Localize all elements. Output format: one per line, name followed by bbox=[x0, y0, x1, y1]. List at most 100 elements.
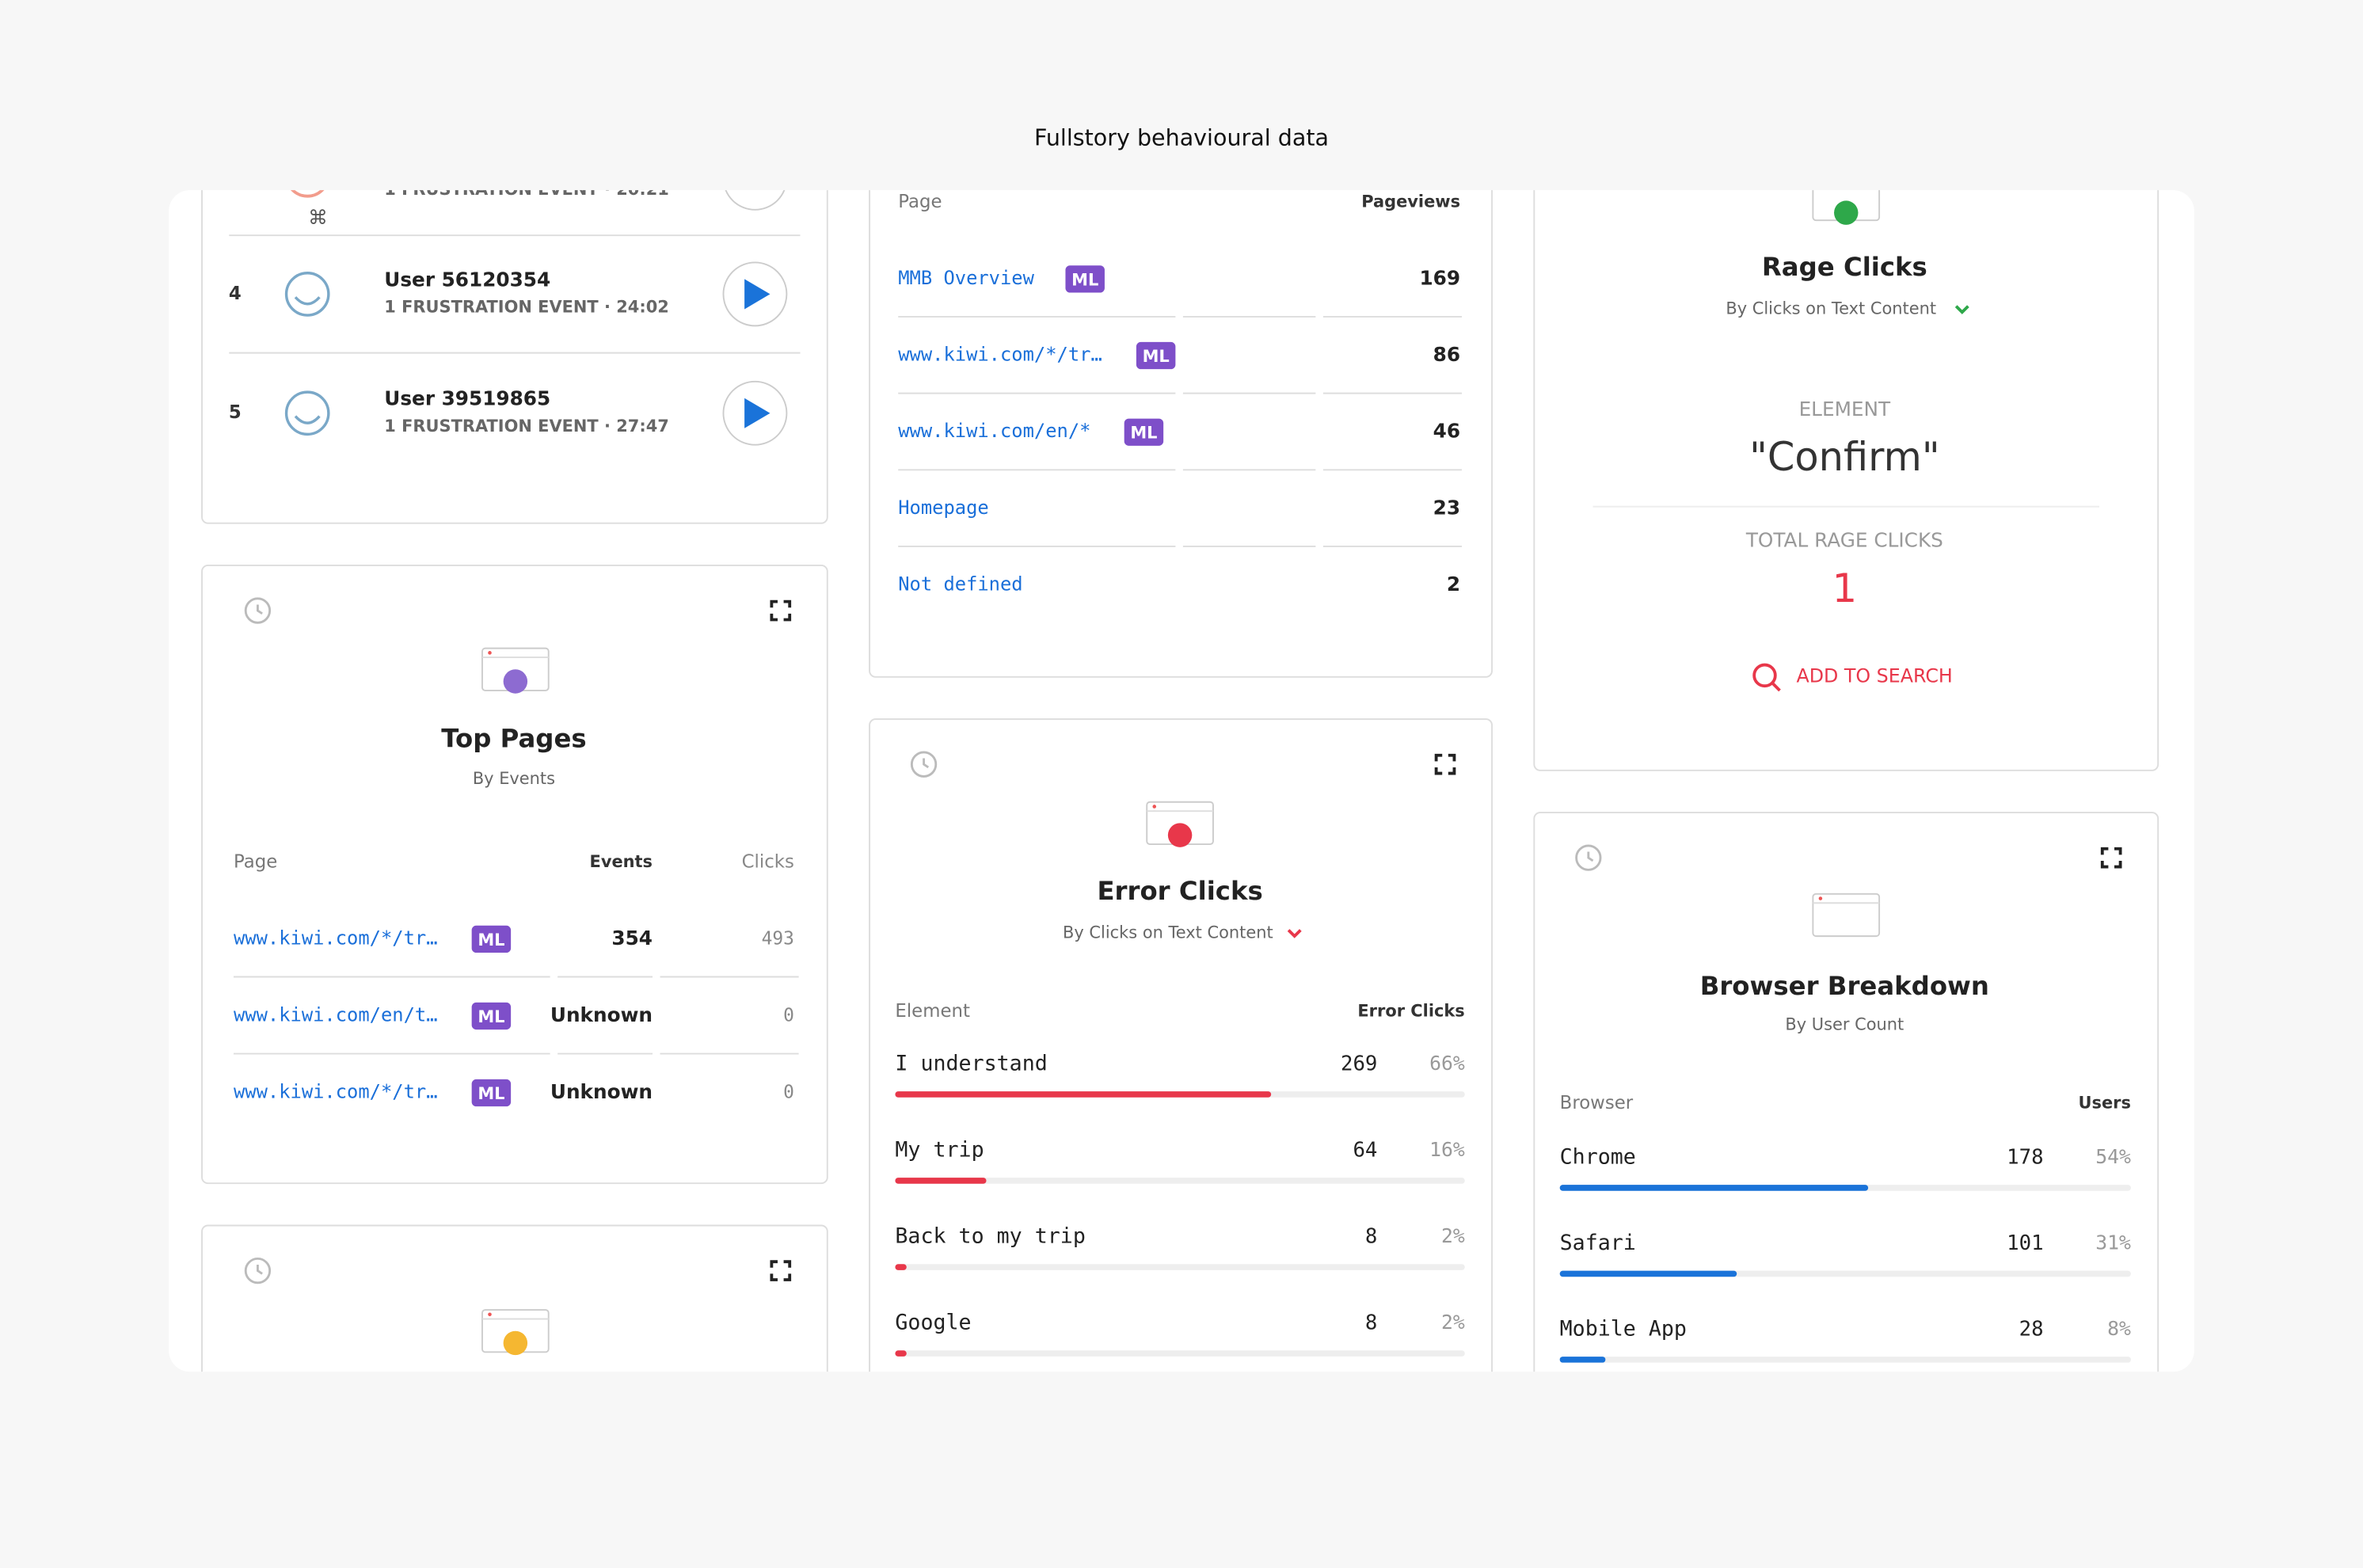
share-label: 8% bbox=[2107, 1317, 2131, 1340]
expand-button[interactable] bbox=[1434, 753, 1456, 775]
bar-track bbox=[895, 1264, 1465, 1270]
views: 46 bbox=[1433, 420, 1460, 443]
user: User 56120354 bbox=[384, 268, 550, 291]
views: 23 bbox=[1433, 496, 1460, 519]
share-label: 54% bbox=[2095, 1145, 2131, 1168]
chevron bbox=[1954, 305, 1969, 314]
play-icon bbox=[744, 398, 771, 428]
label: Safari bbox=[1560, 1231, 1636, 1255]
share-label: 66% bbox=[1429, 1052, 1465, 1075]
action: ADD TO SEARCH bbox=[1796, 664, 1952, 687]
user: User 39519865 bbox=[384, 387, 550, 410]
icon-accent bbox=[1834, 200, 1859, 225]
search-icon[interactable] bbox=[1752, 663, 1777, 688]
bar-track bbox=[895, 1178, 1465, 1184]
icon-dot bbox=[488, 1312, 492, 1317]
icon-accent bbox=[1167, 823, 1193, 847]
label: I understand bbox=[895, 1051, 1047, 1075]
bar bbox=[1559, 1185, 1869, 1191]
count: 269 bbox=[1341, 1052, 1377, 1075]
count: 28 bbox=[2019, 1317, 2044, 1341]
bar bbox=[895, 1178, 987, 1184]
clicks: 0 bbox=[783, 1005, 794, 1026]
page: www.kiwi.com/*/tr… bbox=[234, 1081, 438, 1103]
events: Unknown bbox=[550, 1003, 653, 1026]
events: Unknown bbox=[550, 1080, 653, 1103]
bar bbox=[895, 1264, 907, 1270]
page: www.kiwi.com/*/tr… bbox=[898, 344, 1102, 366]
title: Rage Clicks bbox=[1762, 252, 1927, 282]
figma-icon: ⌘ bbox=[308, 206, 328, 229]
bar bbox=[1559, 1270, 1737, 1277]
badge: ML bbox=[1143, 347, 1170, 366]
rank: 5 bbox=[229, 402, 242, 423]
clock-hand bbox=[256, 604, 263, 615]
card bbox=[201, 190, 828, 524]
clock-icon bbox=[244, 597, 272, 624]
page: www.kiwi.com/en/t… bbox=[234, 1003, 438, 1026]
label: Chrome bbox=[1560, 1144, 1636, 1169]
ml-badge bbox=[1124, 418, 1164, 446]
page: Homepage bbox=[898, 497, 988, 519]
badge: ML bbox=[1130, 424, 1157, 443]
share-label: 16% bbox=[1429, 1138, 1465, 1161]
bar bbox=[1559, 1357, 1606, 1363]
title: Browser Breakdown bbox=[1700, 971, 1989, 1001]
share-label: 2% bbox=[1441, 1224, 1465, 1247]
chevron bbox=[1287, 929, 1302, 938]
badge: ML bbox=[478, 1007, 504, 1026]
icon-dot bbox=[1152, 805, 1157, 809]
badge: ML bbox=[1071, 270, 1098, 289]
ml-badge bbox=[471, 925, 512, 953]
partial-row: 1 FRUSTRATION EVENT · 20:21 bbox=[384, 180, 669, 199]
element: "Confirm" bbox=[1749, 434, 1939, 480]
expand-button[interactable] bbox=[770, 1260, 792, 1281]
button bbox=[722, 190, 788, 211]
cell: Events bbox=[590, 852, 653, 871]
expand-button[interactable] bbox=[770, 599, 792, 622]
subtitle: By Events bbox=[473, 769, 555, 788]
events: 354 bbox=[611, 927, 653, 950]
icon-dot bbox=[1818, 896, 1823, 900]
bar-track bbox=[895, 1350, 1465, 1357]
page: www.kiwi.com/en/* bbox=[898, 420, 1090, 442]
title: Error Clicks bbox=[1097, 876, 1262, 906]
label: Back to my trip bbox=[895, 1224, 1085, 1248]
cell: Error Clicks bbox=[1357, 1001, 1464, 1020]
label: My trip bbox=[895, 1137, 984, 1162]
card bbox=[201, 565, 828, 1185]
badge: ML bbox=[478, 931, 504, 950]
total-label: TOTAL RAGE CLICKS bbox=[1745, 529, 1943, 552]
face bbox=[284, 190, 330, 198]
icon-accent bbox=[503, 669, 528, 694]
clock-icon bbox=[244, 1257, 272, 1284]
count: 101 bbox=[2007, 1231, 2043, 1255]
expand-button[interactable] bbox=[2100, 847, 2122, 869]
ml-badge bbox=[1136, 341, 1176, 370]
ml-badge bbox=[471, 1002, 512, 1030]
cell: Users bbox=[2079, 1093, 2131, 1112]
face bbox=[284, 272, 330, 317]
title: Top Pages bbox=[441, 724, 586, 754]
face-smile bbox=[294, 415, 321, 424]
clock-hand bbox=[256, 1264, 263, 1275]
icon-accent bbox=[503, 1330, 528, 1356]
detail: 1 FRUSTRATION EVENT · 27:47 bbox=[384, 417, 669, 436]
views: 2 bbox=[1447, 573, 1460, 596]
card bbox=[201, 1224, 828, 1372]
share-label: 2% bbox=[1441, 1311, 1465, 1334]
detail: 1 FRUSTRATION EVENT · 24:02 bbox=[384, 298, 669, 317]
count: 8 bbox=[1365, 1311, 1377, 1335]
page-title: Fullstory behavioural data bbox=[1034, 124, 1329, 150]
card bbox=[1533, 190, 2159, 771]
clicks: 493 bbox=[762, 928, 794, 949]
rank: 4 bbox=[229, 284, 242, 304]
bar bbox=[895, 1091, 1272, 1098]
clock-hand bbox=[1587, 851, 1594, 862]
bar bbox=[895, 1350, 907, 1357]
clicks: 0 bbox=[783, 1083, 794, 1103]
cell: Element bbox=[895, 1001, 970, 1022]
views: 169 bbox=[1419, 266, 1460, 289]
widget-icon bbox=[1812, 892, 1881, 938]
